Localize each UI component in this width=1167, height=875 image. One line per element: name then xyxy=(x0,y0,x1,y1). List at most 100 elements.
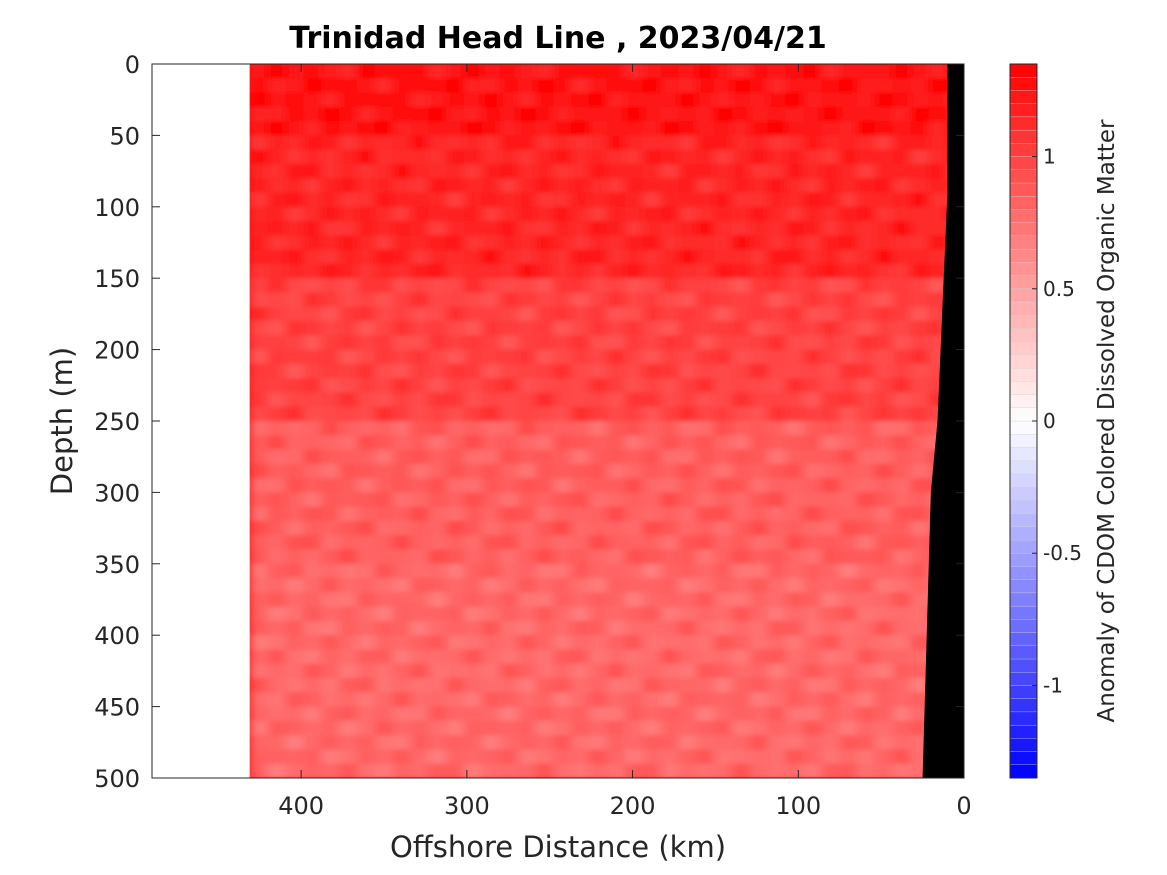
field-cell xyxy=(785,478,805,494)
field-cell xyxy=(928,221,948,237)
field-cell xyxy=(321,263,341,280)
field-cell xyxy=(803,549,823,565)
field-cell xyxy=(249,363,269,380)
field-cell xyxy=(892,349,912,365)
colorbar-label: Anomaly of CDOM Colored Dissolved Organi… xyxy=(1094,119,1120,722)
field-cell xyxy=(749,392,769,408)
field-cell xyxy=(660,735,680,751)
field-cell xyxy=(624,520,644,537)
field-cell xyxy=(267,163,287,180)
colorbar-swatch xyxy=(1009,685,1038,699)
field-cell xyxy=(856,292,876,308)
field-cell xyxy=(285,349,305,365)
field-cell xyxy=(303,763,323,778)
colorbar-swatch xyxy=(1009,394,1038,408)
field-cell xyxy=(839,692,858,708)
field-cell xyxy=(553,292,573,308)
field-cell xyxy=(267,149,287,165)
field-cell xyxy=(499,535,519,551)
field-cell xyxy=(321,678,341,694)
field-cell xyxy=(392,263,412,280)
field-cell xyxy=(892,649,912,665)
field-cell xyxy=(535,506,555,522)
field-cell xyxy=(856,92,876,108)
field-cell xyxy=(249,321,269,337)
field-cell xyxy=(553,163,573,180)
field-cell xyxy=(874,178,894,194)
field-cell xyxy=(785,578,805,594)
field-cell xyxy=(464,206,483,223)
field-cell xyxy=(303,192,323,208)
field-cell xyxy=(642,692,662,708)
field-cell xyxy=(428,292,448,308)
colorbar-swatch xyxy=(1009,222,1038,237)
colorbar-swatch xyxy=(1009,566,1038,580)
field-cell xyxy=(821,106,841,123)
field-cell xyxy=(589,335,608,351)
field-cell xyxy=(856,221,876,237)
field-cell xyxy=(910,306,930,323)
field-cell xyxy=(303,149,323,165)
field-cell xyxy=(714,735,733,751)
field-cell xyxy=(446,620,466,637)
field-cell xyxy=(660,263,680,280)
field-cell xyxy=(749,78,769,94)
field-cell xyxy=(267,263,287,280)
field-cell xyxy=(410,649,430,665)
field-cell xyxy=(678,549,698,565)
colorbar-swatch xyxy=(1009,248,1038,263)
field-cell xyxy=(589,449,608,465)
field-cell xyxy=(321,249,341,265)
field-cell xyxy=(446,178,466,194)
field-cell xyxy=(267,578,287,594)
field-cell xyxy=(749,578,769,594)
field-cell xyxy=(839,620,858,637)
field-cell xyxy=(642,92,662,108)
field-cell xyxy=(856,578,876,594)
field-cell xyxy=(410,278,430,294)
field-cell xyxy=(892,192,912,208)
field-cell xyxy=(285,78,305,94)
field-cell xyxy=(785,163,805,180)
field-cell xyxy=(874,206,894,223)
field-cell xyxy=(856,306,876,323)
field-cell xyxy=(321,535,341,551)
field-cell xyxy=(356,463,376,480)
field-cell xyxy=(303,392,323,408)
field-cell xyxy=(428,406,448,422)
field-cell xyxy=(642,378,662,394)
field-cell xyxy=(303,735,323,751)
field-cell xyxy=(392,221,412,237)
field-cell xyxy=(606,349,626,365)
field-cell xyxy=(856,121,876,137)
field-cell xyxy=(589,406,608,422)
field-cell xyxy=(267,663,287,680)
field-cell xyxy=(714,692,733,708)
field-cell xyxy=(892,335,912,351)
field-cell xyxy=(731,435,751,451)
field-cell xyxy=(499,406,519,422)
field-cell xyxy=(589,92,608,108)
x-tick-label: 400 xyxy=(278,792,324,820)
field-cell xyxy=(642,620,662,637)
field-cell xyxy=(410,435,430,451)
field-cell xyxy=(767,92,787,108)
field-cell xyxy=(428,763,448,778)
field-cell xyxy=(464,306,483,323)
field-cell xyxy=(517,763,537,778)
colorbar-tick-label: 0 xyxy=(1043,409,1056,433)
field-cell xyxy=(356,92,376,108)
field-cell xyxy=(517,606,537,622)
field-cell xyxy=(339,235,358,251)
field-cell xyxy=(428,106,448,123)
field-cell xyxy=(731,263,751,280)
field-cell xyxy=(660,506,680,522)
field-cell xyxy=(678,606,698,622)
field-cell xyxy=(696,606,716,622)
field-cell xyxy=(749,263,769,280)
field-cell xyxy=(910,635,930,651)
field-cell xyxy=(624,649,644,665)
field-cell xyxy=(874,706,894,722)
field-cell xyxy=(892,406,912,422)
field-cell xyxy=(553,64,573,80)
